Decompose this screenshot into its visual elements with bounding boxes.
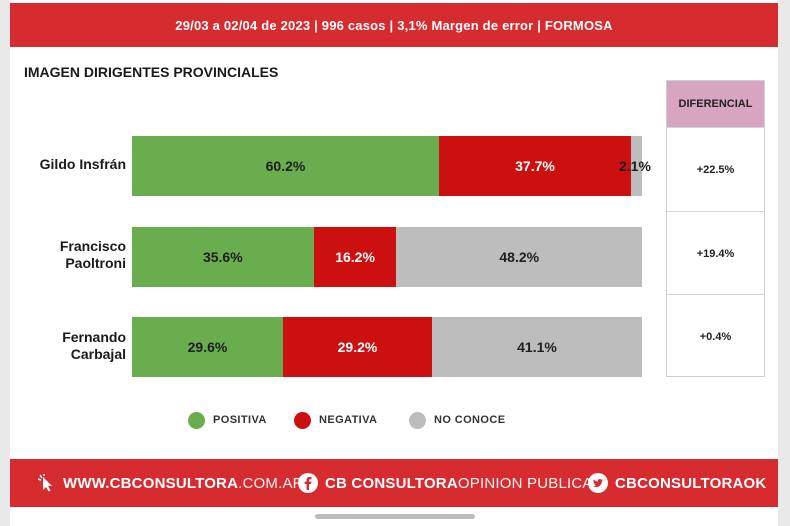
bar-segment-negativa-2: 16.2% (313, 227, 397, 287)
bar-segment-positiva-3: 29.6% (132, 317, 283, 377)
bar-row-1: 60.2% 37.7% 2.1% (132, 136, 651, 196)
footer-twitter[interactable]: CBCONSULTORAOK (588, 459, 766, 507)
data-label-positiva-2: 35.6% (202, 249, 243, 265)
banner-text: 29/03 a 02/04 de 2023 | 996 casos | 3,1%… (175, 17, 613, 33)
diferencial-table: DIFERENCIAL +22.5% +19.4% +0.4% (666, 80, 765, 377)
diferencial-value-3: +0.4% (667, 294, 764, 378)
row-label-2: Francisco Paoltroni (14, 238, 126, 272)
top-banner: 29/03 a 02/04 de 2023 | 996 casos | 3,1%… (10, 3, 778, 47)
legend-item-negativa: NEGATIVA (294, 411, 377, 429)
legend-item-positiva: POSITIVA (188, 411, 267, 429)
diferencial-value-1: +22.5% (667, 127, 764, 211)
row-label-2-line1: Francisco (59, 238, 126, 254)
footer-facebook-light: OPINION PUBLICA (457, 474, 593, 492)
frame-right-border (778, 0, 790, 526)
legend-label-negativa: NEGATIVA (319, 414, 378, 426)
data-label-no-conoce-1: 2.1% (619, 158, 651, 174)
data-label-no-conoce-2: 48.2% (499, 249, 540, 265)
footer-twitter-bold: CBCONSULTORAOK (615, 474, 767, 492)
data-label-no-conoce-3: 41.1% (517, 339, 557, 355)
data-label-negativa-3: 29.2% (337, 339, 378, 355)
facebook-icon (298, 473, 318, 493)
bar-segment-negativa-1: 37.7% (439, 136, 631, 196)
legend-label-positiva: POSITIVA (213, 414, 267, 426)
footer-website-bold: WWW.CBCONSULTORA (63, 474, 239, 492)
bar-segment-negativa-3: 29.2% (283, 317, 432, 377)
footer-banner: WWW.CBCONSULTORA .COM.AR CB CONSULTORA OP… (10, 459, 778, 507)
diferencial-value-2: +19.4% (667, 211, 764, 295)
row-label-2-line2: Paoltroni (65, 255, 126, 271)
legend-dot-negativa (294, 411, 311, 429)
bar-segment-positiva-2: 35.6% (132, 227, 314, 287)
row-label-3-line1: Fernando (62, 329, 126, 345)
legend-dot-no-conoce (409, 411, 426, 429)
data-label-positiva-1: 60.2% (265, 158, 306, 174)
data-label-negativa-2: 16.2% (335, 249, 375, 265)
row-label-1-line1: Gildo Insfrán (39, 156, 126, 172)
row-label-3-line2: Carbajal (70, 346, 126, 362)
row-label-1: Gildo Insfrán (14, 156, 126, 173)
bar-segment-no-conoce-3: 41.1% (432, 317, 642, 377)
legend-item-no-conoce: NO CONOCE (409, 411, 505, 429)
row-label-3: Fernando Carbajal (14, 329, 126, 363)
footer-facebook[interactable]: CB CONSULTORA OPINION PUBLICA (298, 459, 593, 507)
legend-label-no-conoce: NO CONOCE (434, 414, 506, 426)
bar-row-3: 29.6% 29.2% 41.1% (132, 317, 642, 377)
footer-website[interactable]: WWW.CBCONSULTORA .COM.AR (36, 459, 304, 507)
bar-row-2: 35.6% 16.2% 48.2% (132, 227, 642, 287)
data-label-negativa-1: 37.7% (515, 158, 555, 174)
bar-segment-no-conoce-1: 2.1% (619, 136, 651, 196)
bar-segment-no-conoce-2: 48.2% (396, 227, 642, 287)
chart-title: IMAGEN DIRIGENTES PROVINCIALES (24, 64, 279, 80)
data-label-positiva-3: 29.6% (187, 339, 228, 355)
diferencial-header: DIFERENCIAL (667, 81, 764, 127)
twitter-icon (588, 473, 608, 493)
footer-facebook-bold: CB CONSULTORA (325, 474, 458, 492)
cursor-click-icon (36, 473, 56, 493)
footer-website-light: .COM.AR (238, 474, 304, 492)
frame-left-border (0, 0, 10, 526)
home-indicator[interactable] (315, 514, 475, 519)
legend-dot-positiva (188, 411, 205, 429)
bar-segment-positiva-1: 60.2% (132, 136, 439, 196)
